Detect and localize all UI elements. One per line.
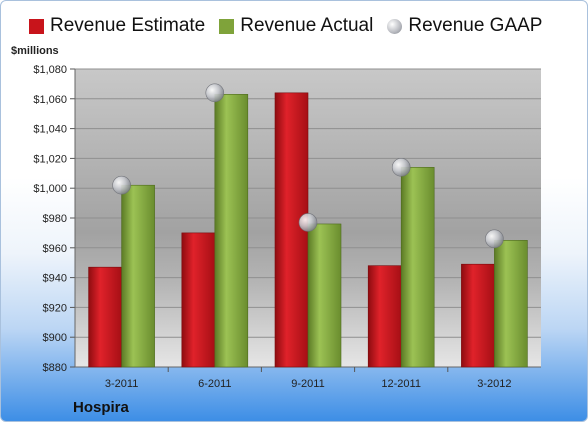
x-tick-label: 6-2011 bbox=[198, 378, 231, 390]
y-tick-label: $1,020 bbox=[33, 153, 67, 165]
y-tick-label: $920 bbox=[43, 302, 67, 314]
bar-revenue-estimate bbox=[181, 232, 216, 368]
x-axis-ticks: 3-2011 6-2011 9-2011 12-2011 3-2012 bbox=[105, 367, 512, 390]
y-tick-label: $960 bbox=[43, 243, 67, 255]
y-tick-label: $1,060 bbox=[33, 94, 67, 106]
legend-marker-gaap bbox=[387, 18, 403, 34]
legend-item-actual: Revenue Actual bbox=[219, 15, 373, 37]
legend-swatch-estimate bbox=[29, 18, 44, 34]
x-tick-label: 12-2011 bbox=[381, 378, 421, 390]
y-axis-unit-label: $millions bbox=[11, 45, 59, 57]
legend-label-gaap: Revenue GAAP bbox=[408, 15, 543, 36]
bar-revenue-actual bbox=[400, 167, 435, 368]
point-revenue-gaap bbox=[485, 229, 504, 249]
point-revenue-gaap bbox=[112, 175, 131, 195]
y-tick-label: $900 bbox=[43, 332, 67, 344]
bar-revenue-actual bbox=[121, 184, 155, 368]
bar-revenue-actual bbox=[494, 240, 528, 368]
x-tick-label: 3-2011 bbox=[105, 378, 138, 390]
gaap-points bbox=[112, 83, 504, 249]
legend-label-estimate: Revenue Estimate bbox=[50, 15, 206, 36]
point-revenue-gaap bbox=[298, 213, 318, 232]
x-tick-label: 9-2011 bbox=[291, 378, 324, 390]
y-tick-label: $940 bbox=[43, 273, 67, 285]
y-tick-label: $880 bbox=[43, 362, 67, 374]
point-revenue-gaap bbox=[205, 83, 225, 103]
point-revenue-gaap bbox=[391, 158, 411, 177]
legend-label-actual: Revenue Actual bbox=[240, 15, 374, 36]
bar-revenue-estimate bbox=[367, 265, 402, 368]
x-tick-label: 3-2012 bbox=[477, 378, 511, 390]
legend-item-gaap: Revenue GAAP bbox=[387, 15, 542, 37]
y-tick-label: $1,080 bbox=[33, 64, 67, 76]
chart-legend: Revenue Estimate Revenue Actual Revenue … bbox=[29, 15, 556, 37]
y-tick-label: $1,000 bbox=[33, 183, 67, 195]
legend-item-estimate: Revenue Estimate bbox=[29, 15, 205, 37]
bar-revenue-estimate bbox=[88, 266, 122, 368]
bar-revenue-actual bbox=[307, 223, 342, 368]
company-name: Hospira bbox=[73, 399, 129, 416]
y-tick-label: $980 bbox=[43, 213, 67, 225]
legend-swatch-actual bbox=[219, 18, 235, 34]
bar-revenue-estimate bbox=[461, 263, 495, 368]
y-tick-label: $1,040 bbox=[33, 124, 67, 136]
bar-revenue-actual bbox=[214, 94, 249, 368]
